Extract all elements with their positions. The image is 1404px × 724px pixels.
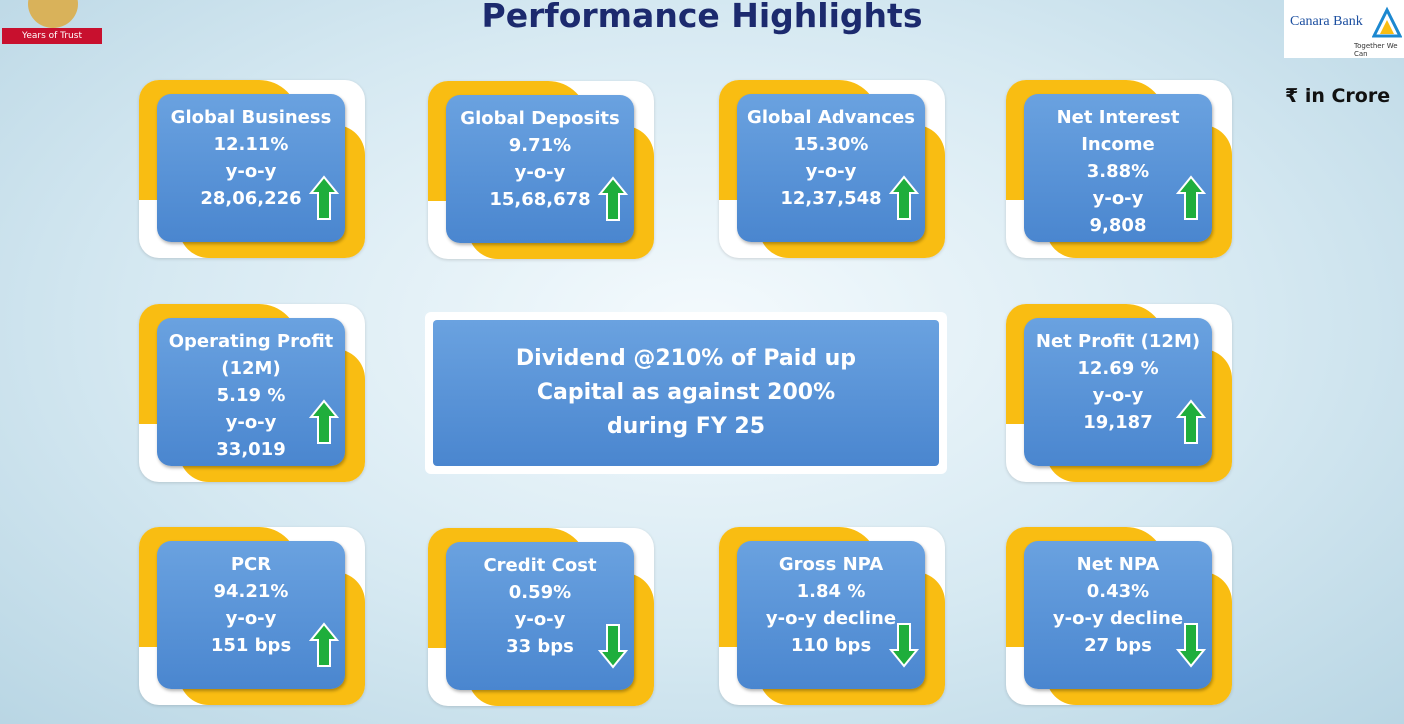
arrow-up (309, 399, 339, 444)
right-logo: Canara Bank Together We Can (1284, 0, 1404, 58)
arrow-up (598, 176, 628, 221)
card-title: Global Business (170, 107, 332, 128)
unit-note: ₹ in Crore (1285, 85, 1391, 107)
card-line: 9.71% (508, 135, 572, 156)
metric-card: Global Business 12.11% y-o-y 28,06,226 (139, 80, 367, 260)
arrow-up (1176, 399, 1206, 444)
card-line: 0.43% (1086, 581, 1150, 602)
card-line: 9,808 (1089, 215, 1147, 236)
card-title: Credit Cost (483, 555, 597, 576)
metric-card: Net Profit (12M) 12.69 % y-o-y 19,187 (1006, 304, 1234, 484)
title: Performance Highlights (481, 0, 923, 35)
metric-card: PCR 94.21% y-o-y 151 bps (139, 527, 367, 707)
card-text: Global Advances 15.30% y-o-y 12,37,548 (737, 94, 925, 212)
card-line: 33,019 (216, 439, 286, 460)
arrow-down (889, 623, 919, 668)
tagline: Together We Can (1354, 42, 1398, 58)
card-title: PCR (230, 554, 272, 575)
arrow-up (889, 175, 919, 220)
arrow-down (1176, 623, 1206, 668)
card-line: y-o-y decline (1052, 608, 1184, 629)
card-text: Global Business 12.11% y-o-y 28,06,226 (157, 94, 345, 212)
card-line: y-o-y (225, 412, 277, 433)
card-panel (1024, 318, 1212, 466)
card-title: Net Interest Income (1056, 107, 1180, 155)
arrow-up (1176, 175, 1206, 220)
logo-mark (1372, 6, 1402, 38)
card-line: 15,68,678 (489, 189, 591, 210)
metric-card: Operating Profit (12M) 5.19 % y-o-y 33,019 (139, 304, 367, 484)
card-panel (737, 541, 925, 689)
card-line: y-o-y (805, 161, 857, 182)
dividend-box: Dividend @210% of Paid up Capital as aga… (425, 312, 947, 474)
card-text: Net NPA 0.43% y-o-y decline 27 bps (1024, 541, 1212, 659)
card-title: Gross NPA (778, 554, 884, 575)
card-line: 28,06,226 (200, 188, 302, 209)
card-line: 94.21% (213, 581, 289, 602)
arrow-down (598, 624, 628, 669)
card-line: 12,37,548 (780, 188, 882, 209)
metric-card: Gross NPA 1.84 % y-o-y decline 110 bps (719, 527, 947, 707)
card-panel (157, 94, 345, 242)
card-line: 0.59% (508, 582, 572, 603)
card-text: PCR 94.21% y-o-y 151 bps (157, 541, 345, 659)
metric-card: Net Interest Income 3.88% y-o-y 9,808 (1006, 80, 1234, 260)
metric-card: Net NPA 0.43% y-o-y decline 27 bps (1006, 527, 1234, 707)
card-panel (446, 95, 634, 243)
card-panel (446, 542, 634, 690)
emblem (28, 0, 78, 28)
card-line: y-o-y (225, 161, 277, 182)
card-text: Operating Profit (12M) 5.19 % y-o-y 33,019 (157, 318, 345, 463)
card-line: 27 bps (1084, 635, 1152, 656)
dividend-text: Dividend @210% of Paid up Capital as aga… (433, 320, 939, 466)
card-panel (157, 541, 345, 689)
metric-card: Global Advances 15.30% y-o-y 12,37,548 (719, 80, 947, 260)
card-text: Net Profit (12M) 12.69 % y-o-y 19,187 (1024, 318, 1212, 436)
card-title: Net NPA (1076, 554, 1160, 575)
card-text: Net Interest Income 3.88% y-o-y 9,808 (1024, 94, 1212, 239)
ribbon: Years of Trust (2, 28, 102, 44)
card-line: 33 bps (506, 636, 574, 657)
card-panel (737, 94, 925, 242)
card-line: y-o-y (514, 609, 566, 630)
card-line: 3.88% (1086, 161, 1150, 182)
metric-card: Global Deposits 9.71% y-o-y 15,68,678 (428, 81, 656, 261)
bank-name: Canara Bank (1290, 14, 1363, 29)
card-line: 15.30% (793, 134, 869, 155)
card-line: 151 bps (210, 635, 292, 656)
card-title: Global Deposits (460, 108, 620, 129)
card-text: Global Deposits 9.71% y-o-y 15,68,678 (446, 95, 634, 213)
card-panel (1024, 541, 1212, 689)
card-text: Gross NPA 1.84 % y-o-y decline 110 bps (737, 541, 925, 659)
card-line: 1.84 % (796, 581, 866, 602)
card-panel (1024, 94, 1212, 242)
card-line: y-o-y (1092, 188, 1144, 209)
card-line: y-o-y (1092, 385, 1144, 406)
card-title: Operating Profit (12M) (168, 331, 334, 379)
card-line: y-o-y (514, 162, 566, 183)
card-line: y-o-y decline (765, 608, 897, 629)
left-logo: Years of Trust (0, 0, 104, 46)
card-line: 5.19 % (216, 385, 286, 406)
card-line: 19,187 (1083, 412, 1153, 433)
arrow-up (309, 622, 339, 667)
card-text: Credit Cost 0.59% y-o-y 33 bps (446, 542, 634, 660)
card-line: 12.11% (213, 134, 289, 155)
card-title: Global Advances (747, 107, 915, 128)
card-title: Net Profit (12M) (1035, 331, 1201, 352)
arrow-up (309, 175, 339, 220)
card-line: 12.69 % (1077, 358, 1159, 379)
card-panel (157, 318, 345, 466)
metric-card: Credit Cost 0.59% y-o-y 33 bps (428, 528, 656, 708)
card-line: 110 bps (790, 635, 872, 656)
card-line: y-o-y (225, 608, 277, 629)
